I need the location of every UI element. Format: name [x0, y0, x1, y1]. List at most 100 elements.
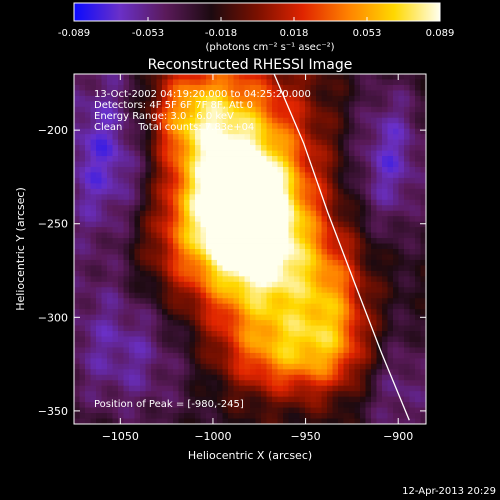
heatmap-cell	[404, 177, 410, 184]
heatmap-cell	[365, 106, 372, 113]
heatmap-cell	[217, 177, 223, 184]
heatmap-cell	[415, 270, 421, 277]
heatmap-cell	[96, 106, 102, 113]
heatmap-cell	[321, 347, 328, 354]
heatmap-cell	[354, 385, 361, 392]
heatmap-cell	[310, 172, 317, 179]
heatmap-cell	[244, 374, 251, 381]
heatmap-cell	[299, 166, 306, 173]
heatmap-cell	[327, 413, 333, 419]
heatmap-cell	[140, 145, 146, 151]
heatmap-cell	[79, 106, 86, 113]
heatmap-cell	[189, 79, 196, 86]
heatmap-cell	[272, 336, 278, 343]
heatmap-cell	[79, 270, 86, 277]
heatmap-cell	[112, 194, 119, 201]
heatmap-cell	[255, 101, 262, 108]
heatmap-cell	[343, 101, 350, 108]
heatmap-cell	[178, 402, 185, 408]
heatmap-cell	[420, 194, 426, 201]
heatmap-cell	[382, 227, 388, 233]
heatmap-cell	[404, 79, 410, 86]
heatmap-cell	[90, 79, 97, 86]
heatmap-cell	[206, 216, 212, 223]
heatmap-cell	[365, 391, 372, 398]
heatmap-cell	[305, 385, 311, 392]
heatmap-cell	[173, 303, 179, 310]
heatmap-cell	[272, 325, 278, 332]
heatmap-cell	[321, 145, 328, 151]
heatmap-cell	[288, 172, 295, 179]
heatmap-cell	[140, 402, 146, 408]
heatmap-cell	[376, 380, 383, 387]
heatmap-cell	[228, 128, 234, 135]
heatmap-cell	[244, 358, 251, 365]
heatmap-cell	[101, 221, 108, 228]
heatmap-cell	[354, 347, 361, 354]
heatmap-cell	[85, 117, 91, 124]
heatmap-cell	[277, 117, 284, 124]
heatmap-cell	[195, 139, 201, 146]
heatmap-cell	[145, 320, 152, 326]
heatmap-cell	[167, 287, 174, 294]
heatmap-cell	[217, 210, 223, 217]
heatmap-cell	[371, 259, 377, 266]
heatmap-cell	[239, 90, 245, 97]
heatmap-cell	[283, 347, 289, 354]
heatmap-cell	[107, 358, 113, 365]
heatmap-cell	[365, 249, 372, 255]
heatmap-cell	[200, 79, 207, 86]
heatmap-cell	[316, 243, 322, 250]
heatmap-cell	[343, 150, 350, 157]
heatmap-cell	[211, 79, 218, 86]
heatmap-cell	[387, 402, 394, 408]
heatmap-cell	[338, 161, 344, 168]
heatmap-cell	[420, 128, 426, 135]
heatmap-cell	[145, 314, 152, 321]
heatmap-cell	[327, 270, 333, 277]
heatmap-cell	[233, 281, 240, 288]
heatmap-cell	[343, 396, 350, 403]
heatmap-cell	[228, 172, 234, 179]
heatmap-cell	[365, 418, 372, 424]
heatmap-cell	[420, 287, 426, 294]
heatmap-cell	[79, 84, 86, 91]
heatmap-cell	[294, 380, 300, 387]
heatmap-cell	[217, 101, 223, 108]
heatmap-cell	[382, 221, 388, 228]
heatmap-cell	[222, 232, 229, 239]
heatmap-cell	[409, 156, 416, 162]
heatmap-cell	[360, 183, 366, 190]
heatmap-cell	[173, 347, 179, 354]
heatmap-cell	[305, 156, 311, 162]
heatmap-cell	[79, 265, 86, 272]
heatmap-cell	[90, 352, 97, 359]
heatmap-cell	[398, 249, 405, 255]
heatmap-cell	[140, 413, 146, 419]
heatmap-cell	[239, 166, 245, 173]
heatmap-cell	[90, 145, 97, 151]
heatmap-cell	[123, 117, 130, 124]
heatmap-cell	[299, 199, 306, 206]
heatmap-cell	[162, 106, 168, 113]
heatmap-cell	[107, 347, 113, 354]
heatmap-cell	[376, 407, 383, 414]
heatmap-cell	[387, 276, 394, 283]
heatmap-cell	[134, 216, 141, 223]
heatmap-cell	[211, 270, 218, 277]
heatmap-cell	[261, 380, 267, 387]
heatmap-cell	[332, 156, 339, 162]
heatmap-cell	[327, 385, 333, 392]
heatmap-cell	[409, 145, 416, 151]
heatmap-cell	[332, 347, 339, 354]
heatmap-cell	[409, 166, 416, 173]
heatmap-cell	[365, 358, 372, 365]
heatmap-cell	[250, 199, 256, 206]
heatmap-cell	[211, 369, 218, 376]
heatmap-cell	[310, 369, 317, 376]
heatmap-cell	[228, 314, 234, 321]
heatmap-cell	[261, 374, 267, 381]
heatmap-cell	[382, 166, 388, 173]
heatmap-cell	[327, 227, 333, 233]
heatmap-cell	[360, 194, 366, 201]
